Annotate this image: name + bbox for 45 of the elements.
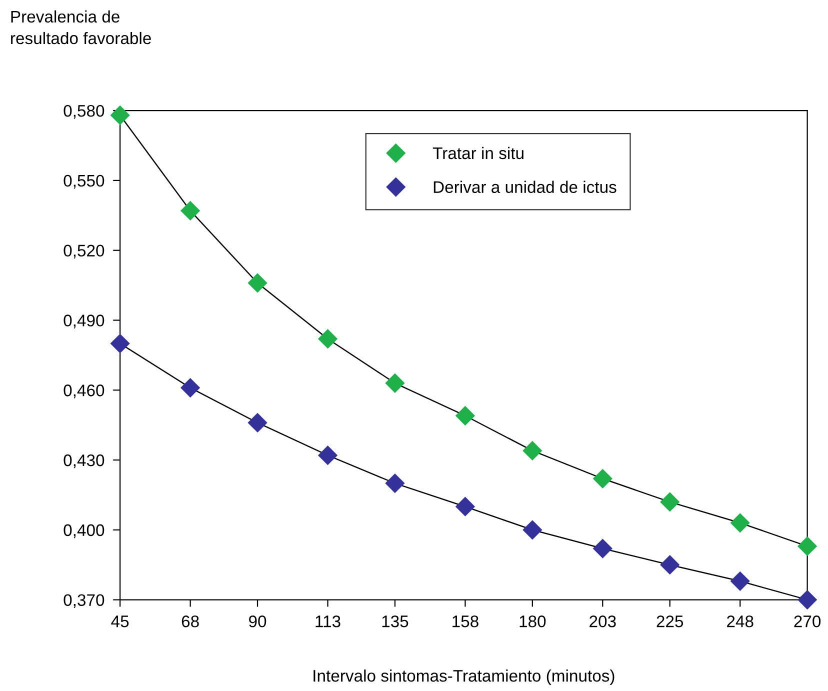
y-tick-label: 0,400	[64, 524, 104, 538]
point	[385, 474, 404, 493]
y-tick-label: 0,520	[64, 244, 104, 259]
point	[385, 374, 404, 393]
point	[730, 513, 750, 532]
point	[110, 334, 130, 354]
point	[593, 539, 612, 558]
y-axis-title: Prevalencia de resultado favorable	[11, 10, 151, 44]
x-tick-label: 158	[452, 616, 478, 628]
point	[180, 378, 200, 398]
point	[248, 273, 268, 292]
point	[522, 520, 542, 540]
x-tick-label: 180	[520, 616, 546, 628]
x-tick-label: 45	[111, 616, 129, 628]
point	[248, 413, 268, 432]
point	[798, 536, 817, 556]
y-tick-label: 0,490	[64, 314, 104, 328]
x-tick-label: 90	[249, 616, 266, 628]
x-tick-label: 270	[794, 616, 821, 628]
point	[456, 497, 475, 516]
x-tick-label: 68	[182, 616, 199, 628]
point	[522, 441, 542, 460]
point	[180, 201, 200, 220]
legend-label: Tratar in situ	[432, 146, 524, 160]
point	[318, 446, 338, 465]
y-tick-label: 0,580	[64, 104, 104, 119]
y-tick-label: 0,550	[64, 174, 104, 189]
y-tick-label: 0,430	[64, 454, 104, 468]
point	[660, 555, 680, 574]
point	[318, 329, 338, 348]
x-axis-title: Intervalo sintomas-Tratamiento (minutos)	[314, 669, 614, 686]
x-tick-label: 135	[382, 616, 408, 628]
point	[593, 469, 612, 488]
legend-label: Derivar a unidad de ictus	[434, 180, 616, 194]
x-tick-label: 225	[656, 616, 684, 628]
point	[110, 106, 130, 125]
x-tick-label: 113	[316, 616, 340, 628]
point	[730, 572, 750, 591]
point	[798, 590, 817, 610]
x-tick-label: 203	[590, 616, 616, 628]
y-tick-label: 0,460	[64, 384, 104, 398]
point	[660, 492, 680, 512]
x-tick-label: 248	[727, 616, 754, 628]
point	[456, 406, 475, 426]
y-tick-label: 0,370	[64, 594, 104, 608]
